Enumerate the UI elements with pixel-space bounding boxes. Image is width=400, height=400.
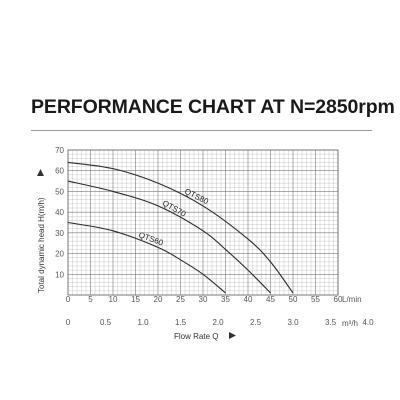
x-tick-label-lmin: 0 [66, 295, 71, 304]
pump-curves [67, 161, 294, 294]
x-unit-primary: L/min [342, 295, 362, 304]
y-tick-label: 60 [55, 167, 64, 176]
x-tick-label-lmin: 60 [334, 295, 343, 304]
y-axis-arrow-icon [37, 169, 44, 176]
y-tick-label: 50 [55, 187, 64, 196]
x-tick-label-m3h: 1.5 [175, 318, 187, 327]
x-tick-label-m3h: 0 [66, 318, 71, 327]
y-tick-label: 70 [55, 146, 64, 155]
y-tick-label: 30 [55, 229, 64, 238]
y-tick-labels: 10 20 30 40 50 60 70 [55, 146, 64, 279]
series-line-qts70 [67, 180, 271, 294]
y-axis-title: Total dynamic head H(m/h) [37, 197, 46, 293]
x-tick-label-m3h: 1.0 [137, 318, 149, 327]
chart-title: PERFORMANCE CHART AT N=2850rpm [31, 96, 395, 118]
x-tick-label-lmin: 15 [131, 295, 140, 304]
series-line-qts60 [67, 221, 226, 294]
x-tick-label-lmin: 20 [154, 295, 163, 304]
x-tick-label-m3h: 2.5 [250, 318, 262, 327]
x-tick-label-m3h: 3.5 [325, 318, 337, 327]
x-tick-label-lmin: 35 [221, 295, 230, 304]
x-tick-label-lmin: 30 [199, 295, 208, 304]
x-tick-label-m3h: 4.0 [362, 318, 374, 327]
series-line-qts80 [67, 161, 294, 294]
x-tick-labels-lmin: 0 5 10 15 20 25 30 35 40 45 50 55 60 [66, 295, 343, 304]
x-tick-label-lmin: 5 [88, 295, 93, 304]
x-tick-label-lmin: 45 [266, 295, 275, 304]
x-tick-labels-m3h: 0 0.5 1.0 1.5 2.0 2.5 3.0 3.5 4.0 [66, 318, 374, 327]
x-tick-label-lmin: 10 [109, 295, 118, 304]
title-divider [31, 130, 372, 131]
x-tick-label-m3h: 3.0 [287, 318, 299, 327]
series-label-qts80: QTS80 [183, 187, 210, 207]
x-tick-label-lmin: 25 [176, 295, 185, 304]
x-axis-arrow-icon [229, 332, 236, 339]
x-tick-label-lmin: 50 [289, 295, 298, 304]
x-tick-label-m3h: 2.0 [212, 318, 224, 327]
x-axis-title: Flow Rate Q [174, 332, 218, 341]
y-tick-label: 10 [55, 270, 64, 279]
x-tick-label-m3h: 0.5 [100, 318, 112, 327]
x-unit-secondary: m³/h [342, 319, 358, 328]
x-tick-label-lmin: 55 [311, 295, 320, 304]
y-tick-label: 40 [55, 208, 64, 217]
y-tick-label: 20 [55, 250, 64, 259]
x-tick-label-lmin: 40 [244, 295, 253, 304]
